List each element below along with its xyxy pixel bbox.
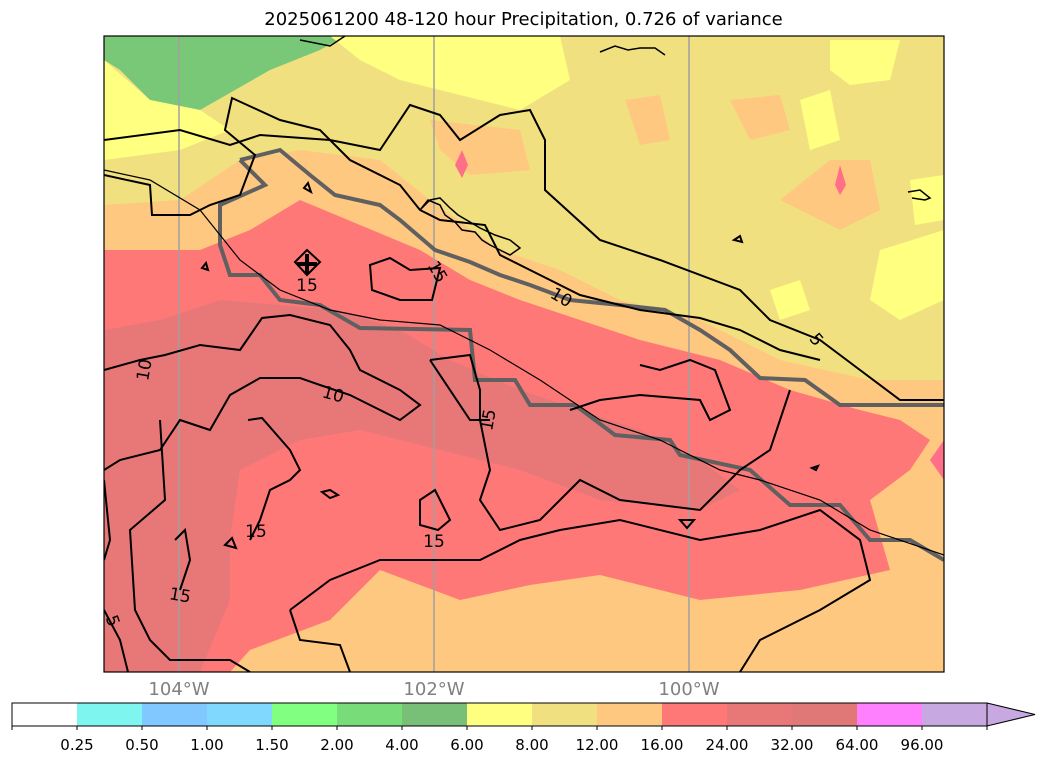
colorbar-segment [597,703,662,726]
colorbar-outline [11,702,987,727]
colorbar-tick-label: 1.50 [255,736,289,754]
colorbar-tick-label: 4.00 [385,736,419,754]
colorbar-segment [337,703,402,726]
fill-yellow-patch [830,40,900,85]
state-boundary [239,147,944,407]
fill-pink-spot [930,440,944,480]
longitude-label: 102°W [403,679,465,700]
contour-15-tri [677,519,697,530]
longitude-label: 104°W [148,679,210,700]
colorbar-tick-label: 64.00 [835,736,879,754]
contour-15 [429,353,791,532]
contour-small [200,260,210,272]
contour-15 [289,609,351,672]
coastline-lake [907,189,932,201]
plus-marker [297,254,317,274]
fill-yellow-patch [770,280,810,320]
fill-pink-spot [455,150,468,178]
contour-15 [104,479,112,561]
contour-10 [104,313,422,471]
contour-15 [174,527,192,591]
fill-orange-patch [625,95,670,145]
contour-small [302,180,313,195]
contour-10 [104,96,821,361]
contour-15 [128,419,251,672]
contour-label: 15 [168,584,193,607]
contour-5 [104,609,129,672]
contour-15 [429,359,490,421]
contour-small [809,464,820,472]
contour-label: 15 [296,276,318,296]
colorbar-segment [792,703,857,726]
contour-small [731,234,744,244]
colorbar [11,702,1036,730]
colorbar-tick-label: 0.50 [125,736,159,754]
contour-label: 15 [477,408,500,433]
colorbar-segment [532,703,597,726]
contour-15-loop [419,488,452,532]
colorbar-segment [402,703,467,726]
contour-15 [569,358,732,422]
colorbar-segment [77,703,142,726]
colorbar-tick-label: 24.00 [705,736,749,754]
coastline-lake [299,36,346,47]
contour-15-loop [319,488,341,500]
fill-yellow-patch [870,230,944,320]
contour-label: 15 [423,532,445,552]
map-title: 2025061200 48-120 hour Precipitation, 0.… [264,9,783,30]
colorbar-segment [857,703,922,726]
contour-15 [289,508,872,672]
colorbar-segment [922,703,987,726]
colorbar-tick-label: 1.00 [190,736,224,754]
colorbar-segment [727,703,792,726]
river-line [104,169,944,556]
coastline-lake [419,197,522,256]
contour-15-loop [368,256,442,301]
colorbar-tick-label: 16.00 [640,736,684,754]
fill-darkred-core [104,300,740,672]
fill-yellow-patch [800,90,840,150]
colorbar-segment [272,703,337,726]
colorbar-tick-label: 12.00 [575,736,619,754]
contour-label: 15 [245,522,267,542]
contour-15 [247,416,302,541]
fill-green-patch [104,36,345,110]
coastline-lake [599,45,666,56]
colorbar-extend-arrow [986,702,1036,727]
colorbar-segment [12,703,77,726]
map-frame [103,35,945,673]
longitude-label: 100°W [658,679,720,700]
fill-pink-spot [835,165,846,195]
colorbar-tick-label: 0.25 [60,736,94,754]
colorbar-tick-label: 32.00 [770,736,814,754]
fill-orange-patch [730,95,790,140]
contour-15-loop [293,248,322,277]
colorbar-tick-label: 96.00 [900,736,944,754]
colorbar-tick-label: 6.00 [450,736,484,754]
colorbar-tick-label: 2.00 [320,736,354,754]
fill-orange-patch [780,160,880,230]
contour-15-loop [223,536,238,550]
colorbar-segment [662,703,727,726]
state-boundary [218,158,944,562]
colorbar-segment [142,703,207,726]
contour-5 [104,103,944,401]
contour-label: 10 [133,358,156,383]
fill-yellow-patch [330,36,570,110]
colorbar-tick-label: 8.00 [515,736,549,754]
colorbar-segment [207,703,272,726]
colorbar-segment [467,703,532,726]
